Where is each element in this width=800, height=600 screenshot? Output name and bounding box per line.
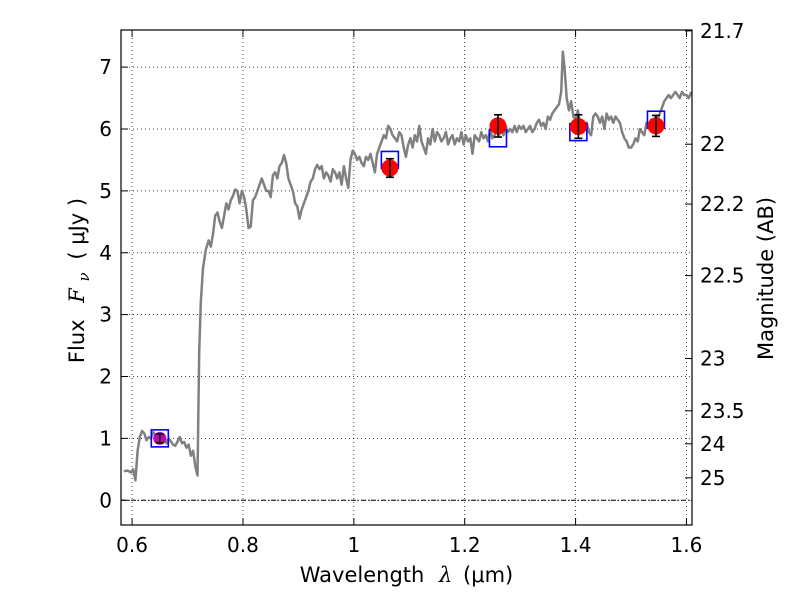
grid <box>121 30 692 525</box>
x-tick-label: 1.6 <box>671 533 703 557</box>
y2-axis-title: Magnitude (AB) <box>754 197 778 360</box>
y-axis-title-prefix: Flux <box>65 319 89 363</box>
y-tick-label: 5 <box>99 179 112 203</box>
y-axis-title-unit: ( μJy ) <box>65 198 89 260</box>
y2-tick-label: 22 <box>700 132 725 156</box>
x-axis-title: Wavelength λ (μm) <box>300 563 513 587</box>
x-tick-label: 1 <box>347 533 360 557</box>
x-axis-title-prefix: Wavelength <box>300 563 425 587</box>
x-tick-label: 1.2 <box>449 533 481 557</box>
x-tick-label: 1.4 <box>560 533 592 557</box>
y2-tick-label: 24 <box>700 432 725 456</box>
model-marker <box>150 429 170 448</box>
x-axis-title-unit: (μm) <box>463 563 513 587</box>
x-tick-label: 0.6 <box>116 533 148 557</box>
plot-frame <box>120 29 693 526</box>
y-tick-label: 0 <box>99 488 112 512</box>
spectrum-series-line <box>123 50 693 482</box>
y2-tick-label: 21.7 <box>700 19 745 43</box>
y2-tick-label: 22.5 <box>700 264 745 288</box>
y-tick-label: 3 <box>99 303 112 327</box>
y-axis-title: Flux F ν ( μJy ) <box>65 198 94 363</box>
y-tick-label: 7 <box>99 55 112 79</box>
y2-tick-label: 25 <box>700 466 725 490</box>
y-tick-label: 6 <box>99 117 112 141</box>
y-axis-title-symbol: F <box>65 287 89 304</box>
x-axis-title-symbol: λ <box>438 563 452 587</box>
y2-tick-label: 22.2 <box>700 192 745 216</box>
axis-ticks: 0.6 0.8 1 1.2 1.4 1.60123456721.72222.222.523… <box>99 19 744 557</box>
y-tick-label: 1 <box>99 426 112 450</box>
x-tick-label: 0.8 <box>227 533 259 557</box>
y-tick-label: 4 <box>99 241 112 265</box>
y-tick-label: 2 <box>99 365 112 389</box>
y-axis-title-subscript: ν <box>75 272 93 281</box>
y2-tick-label: 23 <box>700 347 725 371</box>
data-points <box>150 110 666 448</box>
y2-tick-label: 23.5 <box>700 399 745 423</box>
